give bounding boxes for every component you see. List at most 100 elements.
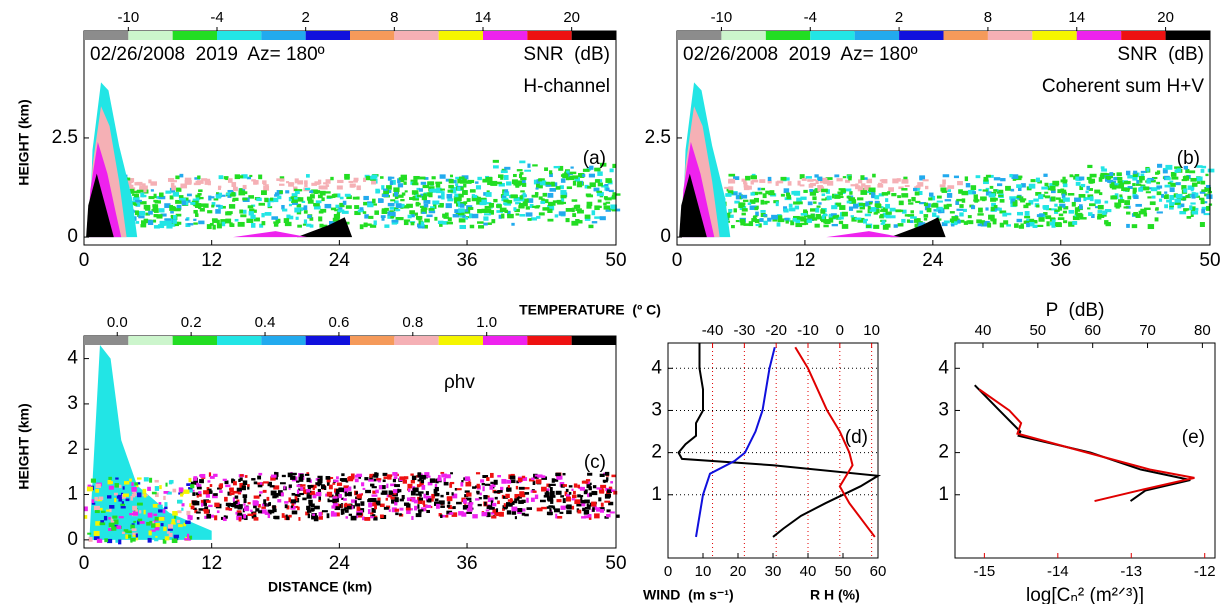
echo-pixel (250, 510, 253, 512)
echo-pixel (263, 499, 266, 504)
echo-pixel (1107, 177, 1111, 180)
echo-pixel (239, 517, 242, 521)
colorbar-swatch (261, 336, 305, 345)
echo-pixel (865, 214, 871, 217)
echo-pixel (214, 503, 219, 507)
echo-pixel (285, 190, 289, 193)
echo-pixel (115, 477, 118, 479)
echo-pixel (1187, 216, 1192, 219)
echo-pixel (1150, 201, 1156, 205)
echo-pixel (399, 513, 402, 515)
echo-pixel (297, 507, 300, 511)
echo-pixel (130, 538, 135, 542)
echo-pixel (416, 494, 422, 496)
echo-pixel (985, 207, 988, 210)
echo-pixel (977, 213, 983, 215)
echo-pixel (292, 511, 298, 515)
echo-pixel (271, 475, 277, 478)
echo-pixel (225, 485, 230, 488)
echo-pixel (601, 503, 604, 507)
echo-pixel (104, 516, 107, 521)
echo-pixel (855, 218, 862, 220)
echo-pixel (745, 176, 750, 181)
echo-pixel (337, 193, 340, 197)
echo-pixel (94, 497, 97, 501)
echo-pixel (784, 218, 789, 221)
x-tick-label: 20 (730, 563, 747, 580)
colorbar-swatch (439, 31, 483, 40)
echo-pixel (1139, 178, 1142, 183)
echo-pixel (1029, 184, 1036, 189)
echo-pixel (406, 507, 411, 510)
colorbar-swatch (1166, 31, 1210, 40)
echo-pixel (1157, 170, 1160, 174)
echo-pixel (740, 222, 745, 226)
echo-pixel (1195, 208, 1198, 211)
echo-pixel (998, 195, 1003, 197)
echo-pixel (1144, 213, 1148, 217)
echo-pixel (519, 214, 525, 217)
echo-pixel (587, 194, 593, 197)
echo-pixel (754, 198, 759, 203)
echo-pixel (428, 498, 431, 502)
echo-pixel (243, 494, 248, 498)
echo-pixel (817, 206, 821, 208)
echo-pixel (569, 492, 572, 495)
echo-pixel (781, 177, 787, 181)
echo-pixel (1111, 182, 1114, 186)
echo-pixel (585, 215, 591, 219)
echo-pixel (384, 208, 389, 211)
echo-pixel (771, 215, 778, 220)
echo-pixel (916, 218, 920, 222)
echo-pixel (577, 184, 582, 187)
echo-pixel (187, 194, 192, 197)
echo-pixel (1062, 177, 1065, 180)
echo-pixel (555, 514, 557, 519)
y-tick-label: 2.5 (645, 127, 671, 148)
echo-pixel (163, 496, 165, 500)
echo-pixel (326, 476, 331, 480)
echo-pixel (396, 203, 402, 208)
echo-pixel (994, 205, 998, 208)
echo-pixel (179, 529, 183, 531)
echo-pixel (484, 209, 491, 213)
echo-pixel (849, 206, 853, 210)
echo-pixel (836, 178, 842, 181)
echo-pixel (561, 178, 566, 182)
colorbar-swatch (766, 31, 810, 40)
x-tick-label: 12 (201, 250, 222, 271)
echo-pixel (588, 484, 591, 486)
echo-pixel (1031, 179, 1036, 182)
echo-pixel (853, 204, 858, 209)
echo-pixel (446, 492, 449, 495)
echo-pixel (122, 532, 125, 534)
echo-pixel (531, 217, 537, 220)
echo-pixel (326, 184, 329, 187)
echo-pixel (520, 172, 524, 175)
echo-pixel (307, 215, 311, 218)
x-tick-label: 24 (329, 553, 351, 574)
echo-pixel (106, 510, 110, 512)
echo-pixel (173, 215, 177, 219)
echo-pixel (193, 222, 198, 224)
echo-pixel (398, 195, 404, 198)
echo-pixel (125, 534, 128, 538)
echo-pixel (959, 204, 963, 208)
echo-pixel (1175, 203, 1181, 205)
echo-pixel (432, 201, 439, 205)
echo-pixel (219, 485, 222, 489)
quantity: SNR (dB) (1117, 44, 1204, 65)
echo-pixel (606, 477, 608, 481)
echo-pixel (910, 216, 917, 218)
echo-pixel (1046, 221, 1049, 226)
colorbar-swatch (527, 31, 571, 40)
echo-pixel (1164, 204, 1168, 208)
echo-pixel (384, 507, 389, 510)
echo-pixel (945, 199, 951, 201)
echo-pixel (367, 203, 373, 207)
echo-pixel (190, 484, 194, 488)
echo-pixel (421, 221, 424, 226)
echo-pixel (549, 170, 552, 174)
echo-pixel (443, 478, 446, 482)
echo-pixel (159, 517, 165, 521)
